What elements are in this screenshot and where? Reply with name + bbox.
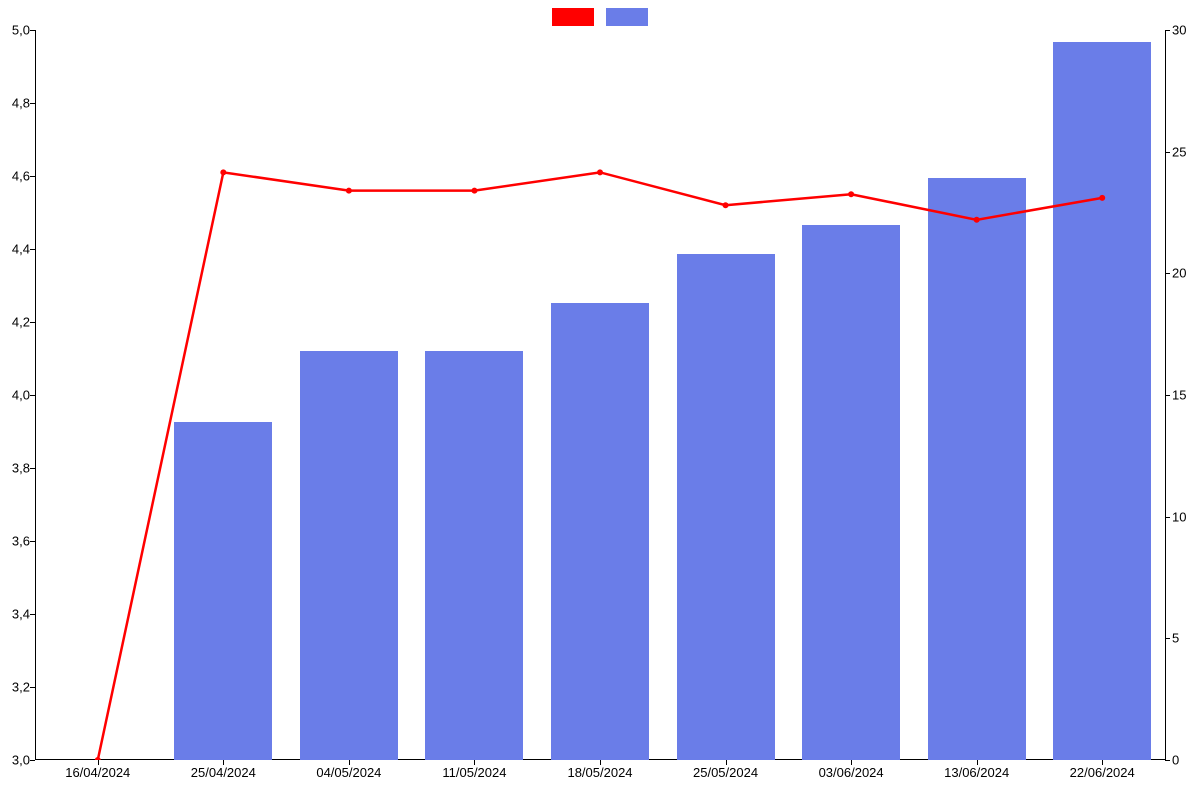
bar	[174, 422, 272, 760]
y-left-tick-mark	[30, 687, 35, 688]
chart-container: 3,0 3,2 3,4 3,6 3,8 4,0 4,2 4,4 4,6 4,8 5,0 0 5 10 15…	[0, 0, 1200, 800]
x-tick-mark	[349, 760, 350, 765]
x-tick-label: 25/05/2024	[693, 765, 758, 780]
y-left-tick-label: 3,4	[0, 607, 30, 622]
x-tick-mark	[474, 760, 475, 765]
x-tick-label: 04/05/2024	[316, 765, 381, 780]
bar	[802, 225, 900, 760]
y-left-tick-mark	[30, 103, 35, 104]
bar	[1053, 42, 1151, 760]
bar	[551, 303, 649, 760]
y-right-tick-mark	[1165, 760, 1170, 761]
y-left-tick-mark	[30, 30, 35, 31]
y-right-tick-mark	[1165, 638, 1170, 639]
y-left-tick-label: 5,0	[0, 23, 30, 38]
x-tick-label: 25/04/2024	[191, 765, 256, 780]
x-tick-mark	[851, 760, 852, 765]
bar	[928, 178, 1026, 760]
y-left-tick-label: 4,6	[0, 169, 30, 184]
y-left-tick-mark	[30, 395, 35, 396]
y-left-tick-label: 4,4	[0, 242, 30, 257]
x-tick-mark	[600, 760, 601, 765]
y-left-tick-mark	[30, 760, 35, 761]
y-left-tick-label: 3,2	[0, 680, 30, 695]
x-tick-mark	[1102, 760, 1103, 765]
y-left-tick-mark	[30, 541, 35, 542]
bar	[300, 351, 398, 760]
x-tick-label: 22/06/2024	[1070, 765, 1135, 780]
y-left-tick-label: 3,0	[0, 753, 30, 768]
x-tick-mark	[223, 760, 224, 765]
y-right-tick-label: 25	[1172, 144, 1200, 159]
x-tick-mark	[977, 760, 978, 765]
x-tick-label: 18/05/2024	[567, 765, 632, 780]
bar	[425, 351, 523, 760]
y-right-tick-mark	[1165, 395, 1170, 396]
legend-swatch-series1	[552, 8, 594, 26]
y-left-tick-mark	[30, 176, 35, 177]
y-right-tick-label: 15	[1172, 388, 1200, 403]
bar	[677, 254, 775, 760]
y-right-tick-label: 5	[1172, 631, 1200, 646]
x-tick-label: 11/05/2024	[442, 765, 506, 780]
y-right-tick-mark	[1165, 30, 1170, 31]
legend	[552, 8, 648, 26]
y-right-tick-label: 10	[1172, 509, 1200, 524]
legend-swatch-series2	[606, 8, 648, 26]
y-left-tick-mark	[30, 322, 35, 323]
y-left-tick-mark	[30, 614, 35, 615]
y-left-tick-label: 3,6	[0, 534, 30, 549]
x-tick-label: 16/04/2024	[65, 765, 130, 780]
y-right-tick-mark	[1165, 273, 1170, 274]
y-left-tick-label: 3,8	[0, 461, 30, 476]
y-left-tick-mark	[30, 468, 35, 469]
y-left-tick-label: 4,2	[0, 315, 30, 330]
y-right-tick-label: 30	[1172, 23, 1200, 38]
x-tick-mark	[98, 760, 99, 765]
y-right-tick-label: 0	[1172, 753, 1200, 768]
y-right-tick-mark	[1165, 517, 1170, 518]
y-right-tick-label: 20	[1172, 266, 1200, 281]
y-left-tick-mark	[30, 249, 35, 250]
y-left-tick-label: 4,0	[0, 388, 30, 403]
y-left-tick-label: 4,8	[0, 96, 30, 111]
x-tick-label: 03/06/2024	[819, 765, 884, 780]
x-tick-mark	[726, 760, 727, 765]
x-tick-label: 13/06/2024	[944, 765, 1009, 780]
y-right-tick-mark	[1165, 152, 1170, 153]
